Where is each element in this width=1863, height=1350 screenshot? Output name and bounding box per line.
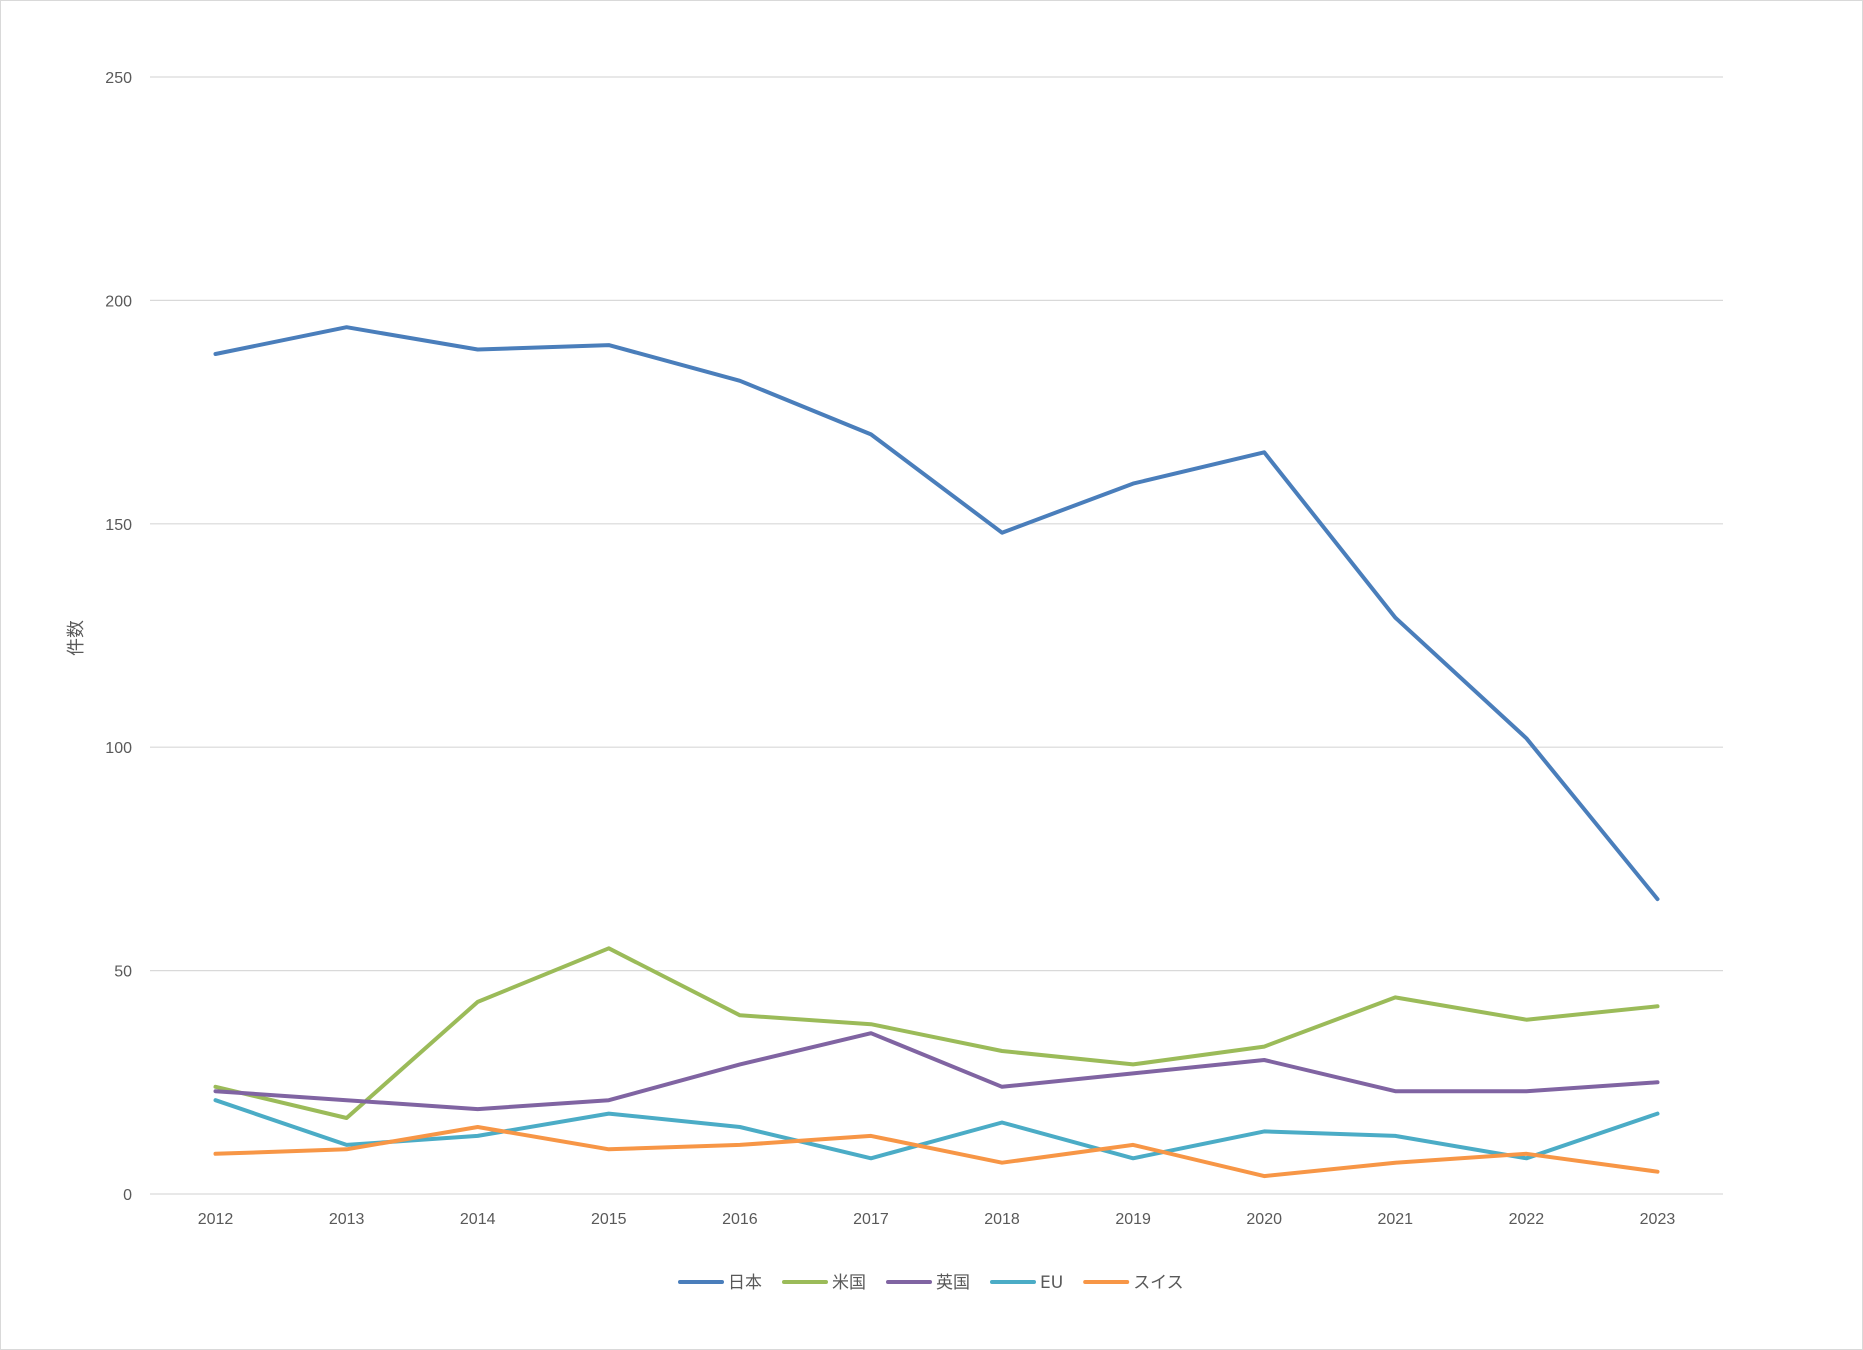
legend: 日本 米国 英国 EU スイス [678,1273,1184,1293]
legend-label-1: 米国 [832,1273,866,1293]
gridlines [150,76,1723,1195]
x-tick-label: 2015 [591,1211,627,1228]
x-tick-label: 2017 [853,1211,889,1228]
series-line-1 [213,946,1660,1120]
y-tick-label: 0 [123,1187,132,1204]
y-axis-label: 件数 [66,620,87,656]
y-tick-label: 150 [105,517,132,534]
x-tick-label: 2016 [722,1211,758,1228]
x-tick-label: 2022 [1509,1211,1545,1228]
x-tick-label: 2014 [460,1211,496,1228]
series-lines [213,325,1660,1179]
y-tick-label: 100 [105,740,132,757]
y-tick-label: 50 [114,964,132,981]
series-line-3 [213,1098,1660,1161]
x-tick-label: 2021 [1377,1211,1413,1228]
x-tick-label: 2023 [1640,1211,1676,1228]
y-tick-label: 250 [105,70,132,87]
legend-label-4: スイス [1133,1273,1184,1293]
x-axis-ticks: 2012 2013 2014 2015 2016 2017 2018 2019 2020 2021… [198,1211,1676,1228]
x-tick-label: 2013 [329,1211,365,1228]
series-line-0 [213,325,1660,902]
y-axis-ticks: 0 50 100 150 200 250 [105,70,132,1204]
x-tick-label: 2020 [1246,1211,1282,1228]
x-tick-label: 2018 [984,1211,1020,1228]
legend-label-3: EU [1040,1273,1063,1293]
y-tick-label: 200 [105,293,132,310]
series-line-2 [213,1031,1660,1112]
x-tick-label: 2019 [1115,1211,1151,1228]
series-line-4 [213,1125,1660,1179]
legend-label-0: 日本 [728,1273,762,1293]
x-tick-label: 2012 [198,1211,234,1228]
legend-label-2: 英国 [936,1273,970,1293]
